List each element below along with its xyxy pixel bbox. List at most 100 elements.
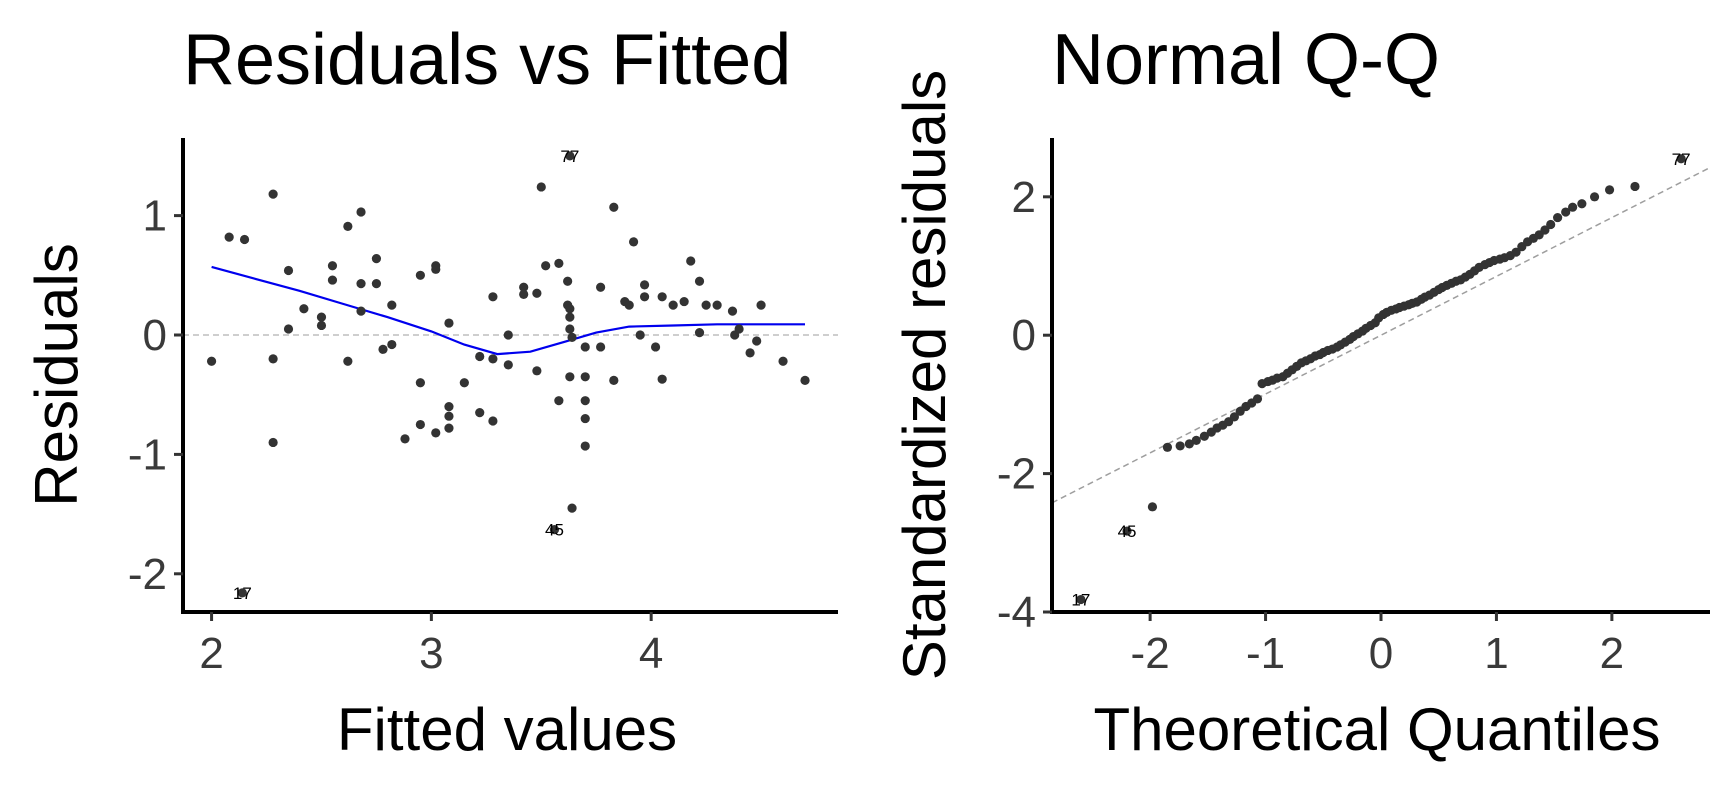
residuals-vs-fitted-title: Residuals vs Fitted bbox=[183, 20, 791, 100]
residuals-data-point bbox=[444, 318, 454, 328]
qq-data-point bbox=[1630, 181, 1640, 192]
residuals-data-point bbox=[431, 428, 441, 438]
residuals-data-point bbox=[565, 312, 575, 322]
qq-x-tick-label: 0 bbox=[1369, 629, 1393, 678]
residuals-data-point bbox=[727, 306, 738, 316]
residuals-data-point bbox=[356, 306, 366, 316]
residuals-data-point bbox=[628, 237, 639, 247]
residuals-y-tick-label: -1 bbox=[128, 430, 167, 479]
qq-data-point bbox=[1553, 212, 1563, 223]
residuals-data-point bbox=[580, 372, 590, 382]
residuals-data-point bbox=[609, 375, 619, 385]
residuals-data-point bbox=[488, 416, 498, 426]
qq-data-point bbox=[1546, 219, 1556, 230]
residuals-data-point bbox=[657, 292, 667, 302]
qq-data-point bbox=[1175, 441, 1185, 451]
residuals-data-point bbox=[415, 270, 425, 280]
residuals-data-point bbox=[283, 324, 294, 334]
residuals-data-point bbox=[268, 354, 278, 364]
residuals-data-point bbox=[268, 189, 278, 199]
qq-axes-layer: -2 -1 0 1 2 -4 -2 0 2 bbox=[997, 138, 1710, 678]
residuals-data-point bbox=[639, 280, 650, 290]
residuals-data-point bbox=[519, 282, 529, 292]
residuals-data-point bbox=[745, 348, 755, 358]
residuals-outlier-label-45: 45 bbox=[545, 521, 564, 540]
residuals-data-point bbox=[565, 372, 575, 382]
residuals-vs-fitted-y-axis-title: Residuals bbox=[23, 243, 90, 506]
qq-y-tick-label: -4 bbox=[997, 588, 1036, 637]
normal-qq-title: Normal Q-Q bbox=[1052, 20, 1440, 100]
residuals-data-point bbox=[475, 351, 485, 362]
residuals-data-point bbox=[387, 300, 397, 310]
residuals-data-point bbox=[387, 339, 397, 350]
qq-data-point bbox=[1199, 431, 1209, 441]
residuals-data-point bbox=[444, 423, 454, 433]
qq-y-tick-label: -2 bbox=[997, 450, 1036, 499]
residuals-vs-fitted-panel: Residuals vs Fitted Fitted values Residu… bbox=[23, 20, 838, 763]
qq-data-point bbox=[1561, 207, 1571, 217]
residuals-data-point bbox=[778, 356, 788, 366]
qq-data-point bbox=[1604, 185, 1615, 195]
residuals-data-point bbox=[327, 261, 338, 271]
residuals-data-point bbox=[596, 342, 606, 352]
qq-data-point bbox=[1184, 439, 1194, 449]
qq-outlier-point-77 bbox=[1676, 154, 1686, 164]
residuals-data-point bbox=[400, 434, 410, 444]
qq-y-tick-label: 2 bbox=[1012, 173, 1036, 222]
residuals-data-point bbox=[503, 330, 513, 340]
residuals-data-point bbox=[444, 411, 454, 421]
residuals-x-tick-label: 2 bbox=[199, 629, 223, 678]
residuals-data-point bbox=[356, 279, 366, 289]
residuals-data-point bbox=[519, 289, 529, 300]
qq-x-tick-label: 1 bbox=[1484, 629, 1508, 678]
qq-points-layer bbox=[1147, 181, 1640, 512]
qq-data-point bbox=[1252, 394, 1263, 404]
residuals-data-point bbox=[734, 324, 744, 334]
residuals-data-point bbox=[431, 264, 441, 274]
normal-qq-x-axis-title: Theoretical Quantiles bbox=[1094, 696, 1661, 763]
qq-outlier-label-77: 77 bbox=[1672, 150, 1691, 169]
qq-data-point bbox=[1191, 435, 1201, 445]
residuals-data-point bbox=[712, 300, 722, 310]
residuals-data-point bbox=[694, 276, 705, 286]
residuals-data-point bbox=[567, 503, 577, 513]
residuals-data-point bbox=[580, 342, 590, 352]
residuals-data-point bbox=[475, 408, 485, 418]
residuals-y-tick-label: 1 bbox=[143, 192, 167, 241]
residuals-data-point bbox=[371, 253, 382, 264]
residuals-outlier-label-77: 77 bbox=[560, 147, 579, 166]
qq-outlier-label-45: 45 bbox=[1118, 522, 1137, 541]
qq-data-point bbox=[1540, 225, 1550, 235]
residuals-data-point bbox=[800, 375, 810, 385]
residuals-data-point bbox=[488, 354, 498, 364]
residuals-data-point bbox=[327, 275, 338, 285]
residuals-point-labels-layer: 77 45 17 bbox=[233, 147, 579, 603]
residuals-data-point bbox=[554, 396, 564, 406]
residuals-data-point bbox=[283, 265, 294, 276]
residuals-data-point bbox=[532, 366, 542, 376]
residuals-data-point bbox=[444, 402, 454, 412]
residuals-data-point bbox=[532, 288, 542, 298]
residuals-y-tick-label: -2 bbox=[128, 550, 167, 599]
residuals-x-tick-label: 4 bbox=[639, 629, 663, 678]
residuals-data-point bbox=[701, 300, 711, 310]
qq-x-tick-label: -2 bbox=[1131, 629, 1170, 678]
residuals-data-point bbox=[488, 292, 498, 302]
residuals-data-point bbox=[371, 279, 382, 289]
residuals-data-point bbox=[639, 292, 650, 302]
residuals-smooth-layer bbox=[211, 265, 805, 356]
residuals-data-point bbox=[657, 374, 667, 384]
qq-data-point bbox=[1511, 247, 1521, 257]
normal-qq-panel: Normal Q-Q Theoretical Quantiles Standar… bbox=[891, 20, 1711, 763]
normal-qq-y-axis-title: Standardized residuals bbox=[891, 70, 958, 680]
residuals-data-point bbox=[299, 304, 309, 314]
residuals-data-point bbox=[343, 221, 353, 231]
residuals-data-point bbox=[609, 202, 619, 212]
residuals-data-point bbox=[580, 413, 590, 424]
residuals-data-point bbox=[580, 441, 590, 451]
qq-data-point bbox=[1147, 502, 1158, 512]
qq-data-point bbox=[1229, 412, 1239, 422]
residuals-data-point bbox=[679, 296, 689, 307]
residuals-data-point bbox=[268, 437, 278, 448]
